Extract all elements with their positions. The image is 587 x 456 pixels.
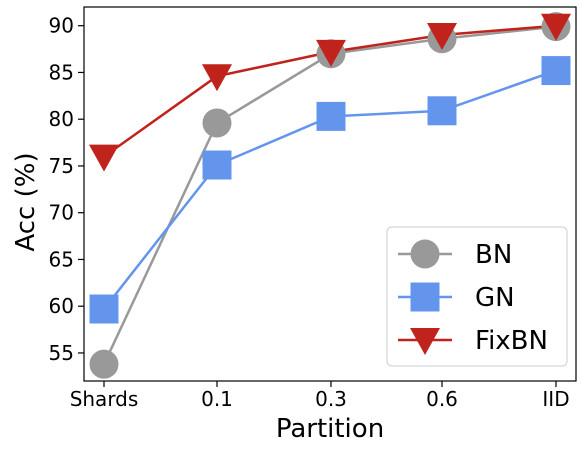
data-point-gn — [427, 96, 457, 126]
data-point-fixbn — [427, 23, 457, 51]
y-axis-label: Acc (%) — [11, 152, 41, 251]
y-tick-label: 65 — [49, 247, 74, 271]
data-point-fixbn — [541, 13, 571, 41]
y-tick-label: 75 — [49, 154, 74, 178]
legend-marker-gn — [410, 282, 440, 312]
plot-frame — [83, 6, 577, 382]
data-point-fixbn — [316, 39, 346, 67]
x-tick-label: 0.6 — [426, 387, 458, 411]
x-tick-label: Shards — [70, 387, 139, 411]
y-tick-label: 80 — [49, 107, 74, 131]
x-tick-label: IID — [542, 387, 569, 411]
legend-label-fixbn: FixBN — [475, 326, 548, 356]
plot-layer — [89, 12, 571, 379]
data-point-gn — [541, 56, 571, 86]
data-point-bn — [202, 108, 232, 138]
x-tick-label: 0.1 — [201, 387, 233, 411]
y-tick-label: 85 — [49, 60, 74, 84]
x-axis-label: Partition — [276, 414, 384, 444]
y-tick-label: 60 — [49, 294, 74, 318]
y-tick-label: 55 — [49, 341, 74, 365]
data-point-gn — [202, 150, 232, 180]
legend: BN GN FixBN — [386, 226, 568, 367]
y-tick-label: 70 — [49, 201, 74, 225]
legend-marker-fixbn — [410, 328, 440, 355]
axes-layer: 55 60 65 70 75 80 85 90 Shards 0.1 0.3 0.6 IID — [49, 6, 577, 411]
data-point-fixbn — [89, 144, 119, 172]
data-point-fixbn — [202, 64, 232, 92]
data-point-bn — [89, 349, 119, 379]
data-point-gn — [89, 294, 119, 324]
legend-marker-bn — [410, 239, 440, 269]
legend-label-bn: BN — [475, 240, 512, 270]
y-tick-label: 90 — [49, 14, 74, 38]
legend-label-gn: GN — [475, 283, 515, 313]
x-tick-label: 0.3 — [315, 387, 347, 411]
data-point-gn — [316, 101, 346, 131]
